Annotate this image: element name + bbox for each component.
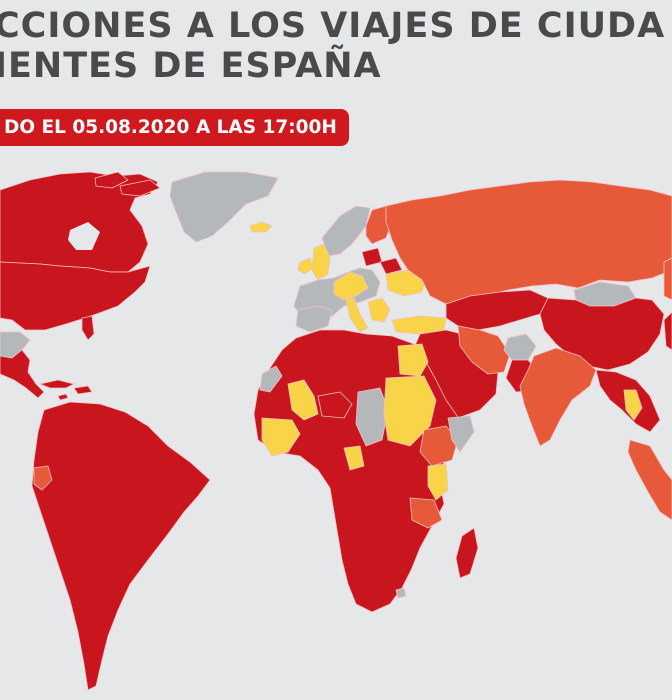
region-usa-florida: [81, 315, 95, 341]
region-sudan: [383, 375, 437, 447]
region-central-europe: [333, 271, 369, 301]
title: CCIONES A LOS VIAJES DE CIUDA IENTES DE …: [0, 6, 672, 86]
region-russia: [385, 179, 672, 305]
region-italy: [345, 297, 369, 333]
region-balkans: [367, 297, 391, 323]
region-central-asia: [445, 289, 549, 331]
date-badge: DO EL 05.08.2020 A LAS 17:00H: [0, 109, 349, 146]
region-kenya: [427, 463, 449, 501]
region-south-america: [31, 401, 211, 691]
region-canada-hudson-bay: [68, 222, 100, 250]
region-ecuador: [33, 465, 53, 491]
region-west-africa-coast: [261, 417, 301, 457]
region-thailand: [623, 389, 643, 421]
region-tanzania: [409, 497, 443, 529]
region-group-north-america: [0, 171, 279, 401]
region-cuba: [39, 379, 75, 389]
region-usa: [0, 261, 151, 331]
region-canada-arctic-islands: [94, 171, 161, 197]
title-line-2: IENTES DE ESPAÑA: [0, 46, 382, 86]
region-central-america: [0, 349, 45, 399]
region-western-sahara: [259, 365, 283, 393]
title-line-1: CCIONES A LOS VIAJES DE CIUDA: [0, 6, 666, 46]
region-iceland: [249, 221, 273, 233]
region-ethiopia: [419, 425, 459, 467]
region-belarus: [379, 257, 403, 275]
region-mali: [287, 379, 319, 421]
world-map: [0, 160, 672, 700]
region-greenland: [169, 171, 279, 243]
region-malaysia-indonesia: [627, 439, 672, 521]
region-lesotho: [395, 587, 407, 599]
region-iran: [457, 325, 511, 375]
region-india: [519, 347, 597, 447]
region-madagascar: [455, 527, 479, 579]
region-china: [539, 297, 665, 371]
region-jamaica: [57, 393, 69, 401]
region-ireland: [297, 257, 315, 275]
region-group-europe: [293, 205, 447, 335]
region-somalia: [447, 415, 475, 453]
region-chad: [355, 387, 389, 447]
region-niger: [317, 391, 353, 419]
region-group-south-america: [31, 401, 211, 691]
region-central-african-yellow: [343, 445, 365, 471]
region-east-asia-edge: [663, 257, 672, 301]
region-group-africa: [253, 329, 479, 613]
region-egypt: [397, 343, 429, 377]
region-spain: [295, 305, 333, 333]
region-japan: [663, 311, 672, 351]
region-hispaniola: [73, 385, 93, 395]
region-uk: [311, 243, 331, 281]
